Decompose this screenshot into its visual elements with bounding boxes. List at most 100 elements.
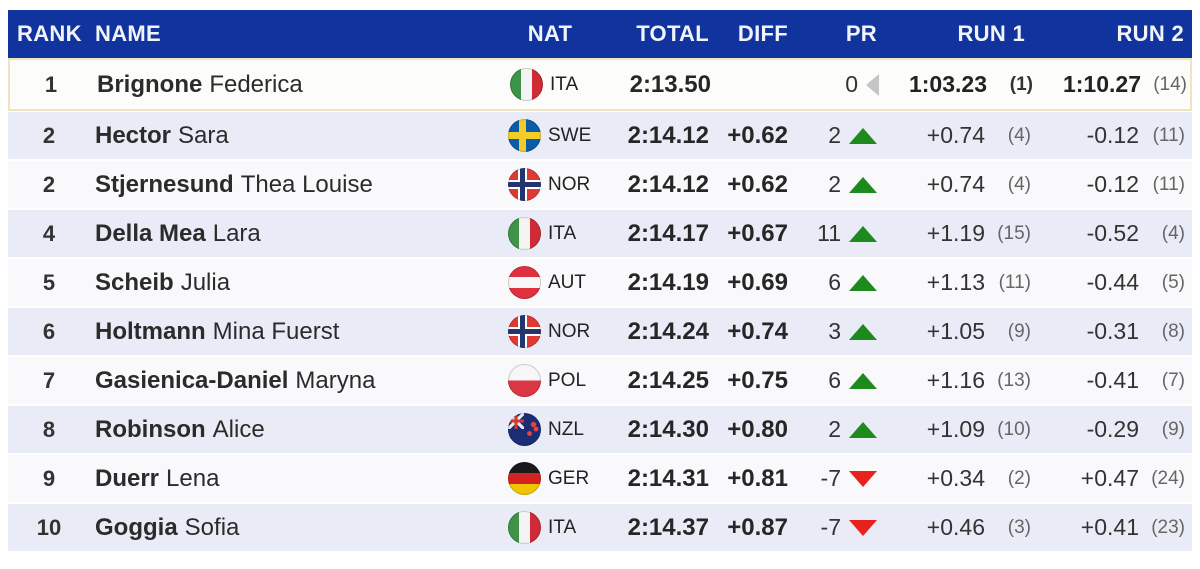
run1-time: +1.13 — [926, 269, 985, 295]
athlete-firstname: Sofia — [184, 513, 240, 541]
position-change-value: 0 — [845, 71, 858, 97]
table-header: RANK NAME NAT TOTAL DIFF PR RUN 1 RUN 2 — [8, 10, 1192, 58]
run2-cell: -0.44 (5) — [1035, 259, 1192, 306]
nation-flag-icon — [508, 168, 541, 201]
run1-rank: (4) — [1007, 124, 1031, 146]
rank-value: 9 — [42, 465, 56, 491]
run1-time: +0.74 — [926, 171, 985, 197]
nation-flag-icon — [508, 315, 541, 348]
athlete-lastname: Robinson — [95, 415, 206, 443]
run1-time: +1.05 — [926, 318, 985, 344]
total-time: 2:14.37 — [627, 513, 709, 541]
table-row[interactable]: 4 Della Mea Lara ITA 2:14.17 +0.67 11 +1… — [8, 210, 1192, 259]
run1-rank: (4) — [1007, 173, 1031, 195]
position-change-value: 2 — [828, 416, 841, 442]
position-change-cell: 0 — [792, 60, 881, 109]
rank-value: 10 — [36, 514, 62, 540]
run1-rank: (15) — [997, 222, 1031, 244]
athlete-name[interactable]: Hector Sara — [90, 112, 505, 159]
col-header-nat[interactable]: NAT — [527, 21, 573, 46]
nation-code: POL — [548, 369, 587, 391]
table-row[interactable]: 10 Goggia Sofia ITA 2:14.37 +0.87 -7 +0.… — [8, 504, 1192, 553]
athlete-lastname: Holtmann — [95, 317, 206, 345]
table-row[interactable]: 1 Brignone Federica ITA 2:13.50 0 1:03.2… — [8, 58, 1192, 111]
nation-cell: ITA — [505, 210, 595, 257]
athlete-name[interactable]: Brignone Federica — [92, 60, 507, 109]
run2-cell: -0.41 (7) — [1035, 357, 1192, 404]
total-time: 2:14.24 — [627, 317, 709, 345]
position-change-cell: -7 — [790, 455, 879, 502]
nation-code: GER — [548, 467, 590, 489]
run1-rank: (2) — [1007, 467, 1031, 489]
rank-value: 1 — [44, 71, 58, 97]
run1-cell: +0.34 (2) — [879, 455, 1035, 502]
position-change-value: 11 — [817, 220, 841, 246]
col-header-total[interactable]: TOTAL — [636, 21, 709, 46]
run1-time: +0.46 — [926, 514, 985, 540]
run2-time: -0.44 — [1086, 269, 1139, 295]
position-change-arrow-icon — [849, 225, 877, 242]
col-header-pr[interactable]: PR — [845, 21, 877, 46]
table-row[interactable]: 9 Duerr Lena GER 2:14.31 +0.81 -7 +0.34 … — [8, 455, 1192, 504]
col-header-rank[interactable]: RANK — [17, 21, 82, 46]
nation-cell: GER — [505, 455, 595, 502]
table-row[interactable]: 6 Holtmann Mina Fuerst NOR 2:14.24 +0.74… — [8, 308, 1192, 357]
table-row[interactable]: 2 Stjernesund Thea Louise NOR 2:14.12 +0… — [8, 161, 1192, 210]
nation-cell: SWE — [505, 112, 595, 159]
col-header-diff[interactable]: DIFF — [737, 21, 788, 46]
col-header-run1[interactable]: RUN 1 — [957, 21, 1025, 46]
athlete-firstname: Federica — [209, 70, 303, 98]
athlete-name[interactable]: Robinson Alice — [90, 406, 505, 453]
position-change-arrow-icon — [849, 274, 877, 291]
athlete-name[interactable]: Holtmann Mina Fuerst — [90, 308, 505, 355]
nation-cell: ITA — [507, 60, 597, 109]
athlete-firstname: Thea Louise — [240, 170, 373, 198]
athlete-lastname: Stjernesund — [95, 170, 234, 198]
athlete-name[interactable]: Goggia Sofia — [90, 504, 505, 551]
time-diff: +0.62 — [727, 121, 788, 149]
position-change-cell: 6 — [790, 259, 879, 306]
nation-flag-icon — [508, 413, 541, 446]
athlete-name[interactable]: Duerr Lena — [90, 455, 505, 502]
position-change-arrow-icon — [849, 421, 877, 438]
athlete-name[interactable]: Stjernesund Thea Louise — [90, 161, 505, 208]
position-change-value: 6 — [828, 367, 841, 393]
col-header-run2[interactable]: RUN 2 — [1116, 21, 1184, 46]
athlete-firstname: Mina Fuerst — [212, 317, 340, 345]
position-change-arrow-icon — [849, 372, 877, 389]
table-row[interactable]: 2 Hector Sara SWE 2:14.12 +0.62 2 +0.74 … — [8, 112, 1192, 161]
run1-rank: (13) — [997, 369, 1031, 391]
table-row[interactable]: 8 Robinson Alice NZL 2:14.30 +0.80 2 +1.… — [8, 406, 1192, 455]
run1-rank: (1) — [1009, 73, 1033, 95]
run2-rank: (7) — [1161, 369, 1185, 391]
time-diff: +0.74 — [727, 317, 788, 345]
nation-flag-icon — [508, 119, 541, 152]
total-time: 2:14.25 — [627, 366, 709, 394]
col-header-name[interactable]: NAME — [95, 21, 161, 46]
table-row[interactable]: 5 Scheib Julia AUT 2:14.19 +0.69 6 +1.13… — [8, 259, 1192, 308]
run2-cell: -0.31 (8) — [1035, 308, 1192, 355]
results-table: RANK NAME NAT TOTAL DIFF PR RUN 1 RUN 2 … — [8, 10, 1192, 553]
run1-cell: +0.74 (4) — [879, 161, 1035, 208]
run1-cell: +0.46 (3) — [879, 504, 1035, 551]
run1-time: 1:03.23 — [908, 71, 987, 97]
position-change-value: -7 — [820, 465, 841, 491]
run1-rank: (11) — [998, 271, 1031, 293]
time-diff — [714, 60, 792, 109]
run1-cell: +1.19 (15) — [879, 210, 1035, 257]
athlete-name[interactable]: Scheib Julia — [90, 259, 505, 306]
position-change-value: 2 — [828, 171, 841, 197]
run1-cell: +1.05 (9) — [879, 308, 1035, 355]
position-change-cell: 2 — [790, 161, 879, 208]
athlete-name[interactable]: Della Mea Lara — [90, 210, 505, 257]
athlete-lastname: Scheib — [95, 268, 174, 296]
run1-time: +1.09 — [926, 416, 985, 442]
athlete-firstname: Julia — [180, 268, 231, 296]
athlete-name[interactable]: Gasienica-Daniel Maryna — [90, 357, 505, 404]
nation-cell: NZL — [505, 406, 595, 453]
run1-cell: +0.74 (4) — [879, 112, 1035, 159]
rank-value: 5 — [42, 269, 56, 295]
position-change-arrow-icon — [849, 127, 877, 144]
nation-cell: NOR — [505, 161, 595, 208]
table-row[interactable]: 7 Gasienica-Daniel Maryna POL 2:14.25 +0… — [8, 357, 1192, 406]
